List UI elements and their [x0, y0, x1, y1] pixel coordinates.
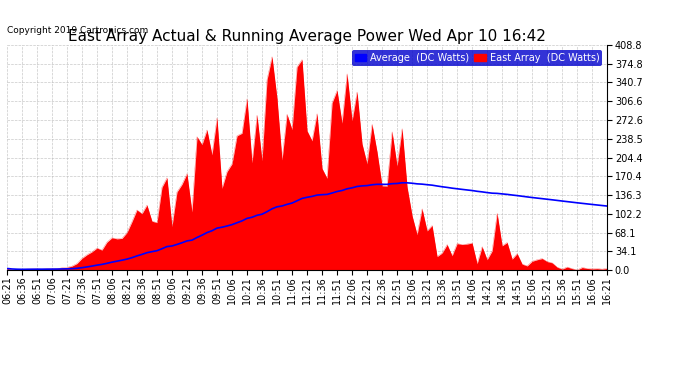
Legend: Average  (DC Watts), East Array  (DC Watts): Average (DC Watts), East Array (DC Watts…	[352, 50, 602, 66]
Text: Copyright 2019 Cartronics.com: Copyright 2019 Cartronics.com	[7, 26, 148, 35]
Title: East Array Actual & Running Average Power Wed Apr 10 16:42: East Array Actual & Running Average Powe…	[68, 29, 546, 44]
